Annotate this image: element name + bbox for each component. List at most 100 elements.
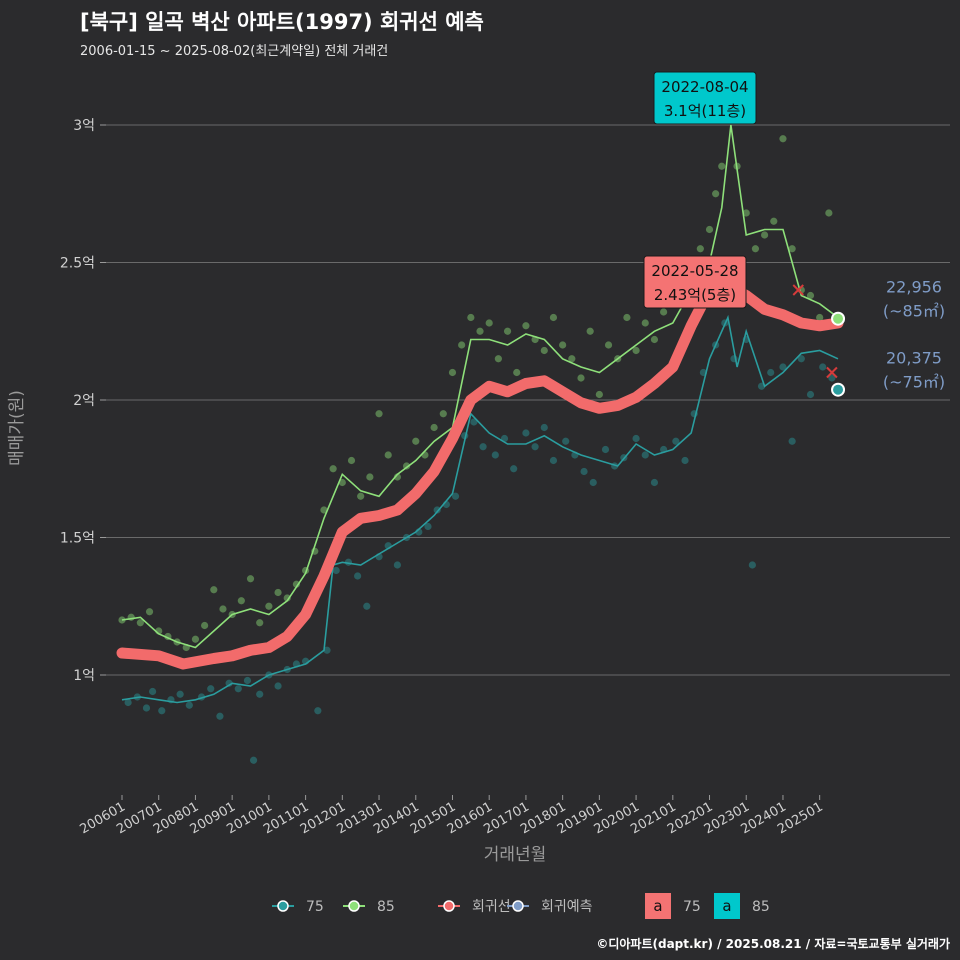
legend-box-label: 85 — [752, 899, 770, 915]
point-85 — [568, 355, 576, 363]
point-85 — [650, 335, 659, 344]
point-85 — [485, 319, 493, 327]
point-75 — [779, 363, 787, 371]
point-75 — [562, 437, 570, 445]
y-axis-title: 매매가(원) — [7, 390, 27, 466]
chart-subtitle: 2006-01-15 ~ 2025-08-02(최근계약일) 전체 거래건 — [80, 44, 389, 59]
point-75 — [510, 465, 518, 473]
point-85 — [412, 437, 420, 445]
point-75 — [185, 701, 193, 709]
point-85 — [503, 327, 512, 335]
point-75 — [142, 704, 151, 712]
y-tick-label: 1.5억 — [60, 531, 95, 547]
legend-box — [714, 893, 740, 919]
annotation-max85: 2022-08-04 3.1억(11층) — [653, 71, 757, 125]
point-85 — [632, 346, 640, 355]
legend-box-item: a 85 — [714, 893, 770, 919]
point-85 — [357, 492, 365, 500]
annotation-date: 2022-08-04 — [661, 78, 748, 96]
x-marker — [826, 366, 838, 379]
point-75 — [806, 390, 815, 399]
point-85 — [274, 588, 282, 597]
point-75 — [828, 374, 836, 382]
point-85 — [712, 190, 720, 198]
end-75-point — [831, 382, 846, 397]
point-85 — [201, 621, 209, 630]
point-85 — [718, 162, 726, 170]
point-85 — [219, 605, 227, 613]
point-85 — [779, 135, 787, 143]
point-85 — [549, 313, 558, 322]
point-85 — [816, 313, 824, 322]
x-marker-stroke — [826, 366, 838, 379]
point-85 — [458, 341, 466, 349]
point-75 — [491, 451, 499, 459]
annotation-value: 2.43억(5층) — [654, 286, 736, 304]
point-85 — [467, 313, 475, 322]
point-75 — [234, 685, 242, 693]
point-85 — [448, 368, 457, 377]
point-75 — [124, 698, 132, 707]
point-85 — [513, 368, 521, 377]
y-tick-label: 2.5억 — [60, 256, 95, 272]
legend-item: 회귀선 — [438, 899, 511, 915]
point-85 — [595, 390, 603, 399]
legend-label: 회귀예측 — [541, 899, 593, 915]
point-75 — [819, 363, 827, 371]
annotation-box — [653, 71, 757, 125]
point-85 — [347, 456, 356, 465]
point-75 — [681, 456, 689, 465]
legend-item: 75 — [272, 899, 324, 915]
y-tick-label: 3억 — [73, 118, 95, 134]
point-85 — [696, 245, 704, 253]
point-75 — [470, 418, 478, 426]
point-85 — [256, 619, 264, 627]
point-75 — [531, 443, 539, 451]
legend-box-glyph: a — [653, 897, 662, 915]
point-75 — [323, 646, 331, 654]
point-75 — [641, 451, 649, 459]
point-75 — [363, 602, 371, 610]
point-75 — [767, 368, 775, 377]
annotation-value: 3.1억(11층) — [664, 102, 746, 120]
x-marker-stroke — [792, 284, 804, 296]
point-75 — [176, 690, 184, 698]
point-85 — [559, 341, 567, 349]
point-75 — [274, 682, 282, 690]
end-85-price-label: 22,956 — [886, 278, 942, 297]
point-75 — [601, 445, 610, 454]
point-85 — [210, 586, 218, 594]
legend-box — [645, 893, 671, 919]
point-85 — [476, 327, 484, 335]
point-85 — [641, 319, 649, 327]
point-75 — [451, 492, 460, 500]
point-85 — [494, 355, 502, 363]
point-85 — [384, 451, 392, 459]
point-85 — [191, 635, 200, 643]
point-75 — [650, 478, 659, 487]
point-75 — [549, 456, 558, 465]
point-75 — [207, 685, 215, 693]
point-85 — [265, 602, 273, 610]
end-85-point — [831, 311, 846, 326]
x-axis-title: 거래년월 — [484, 845, 547, 865]
point-85 — [292, 580, 301, 588]
point-85 — [540, 346, 548, 355]
point-85 — [586, 327, 594, 335]
point-85 — [338, 478, 346, 487]
annotation-maxreg: 2022-05-28 2.43억(5층) — [643, 255, 747, 309]
point-75 — [314, 707, 322, 715]
point-85 — [788, 245, 796, 253]
point-75 — [540, 423, 548, 432]
point-75 — [149, 687, 157, 696]
legend-swatch-point — [443, 900, 455, 912]
end-75-price-label: 20,375 — [886, 349, 942, 368]
legend-label: 회귀선 — [472, 899, 511, 915]
legend-swatch-point — [348, 900, 360, 912]
point-75 — [672, 437, 680, 445]
point-85 — [329, 465, 337, 473]
point-75 — [748, 561, 756, 569]
legend-box-label: 75 — [683, 899, 701, 915]
point-75 — [433, 506, 441, 514]
